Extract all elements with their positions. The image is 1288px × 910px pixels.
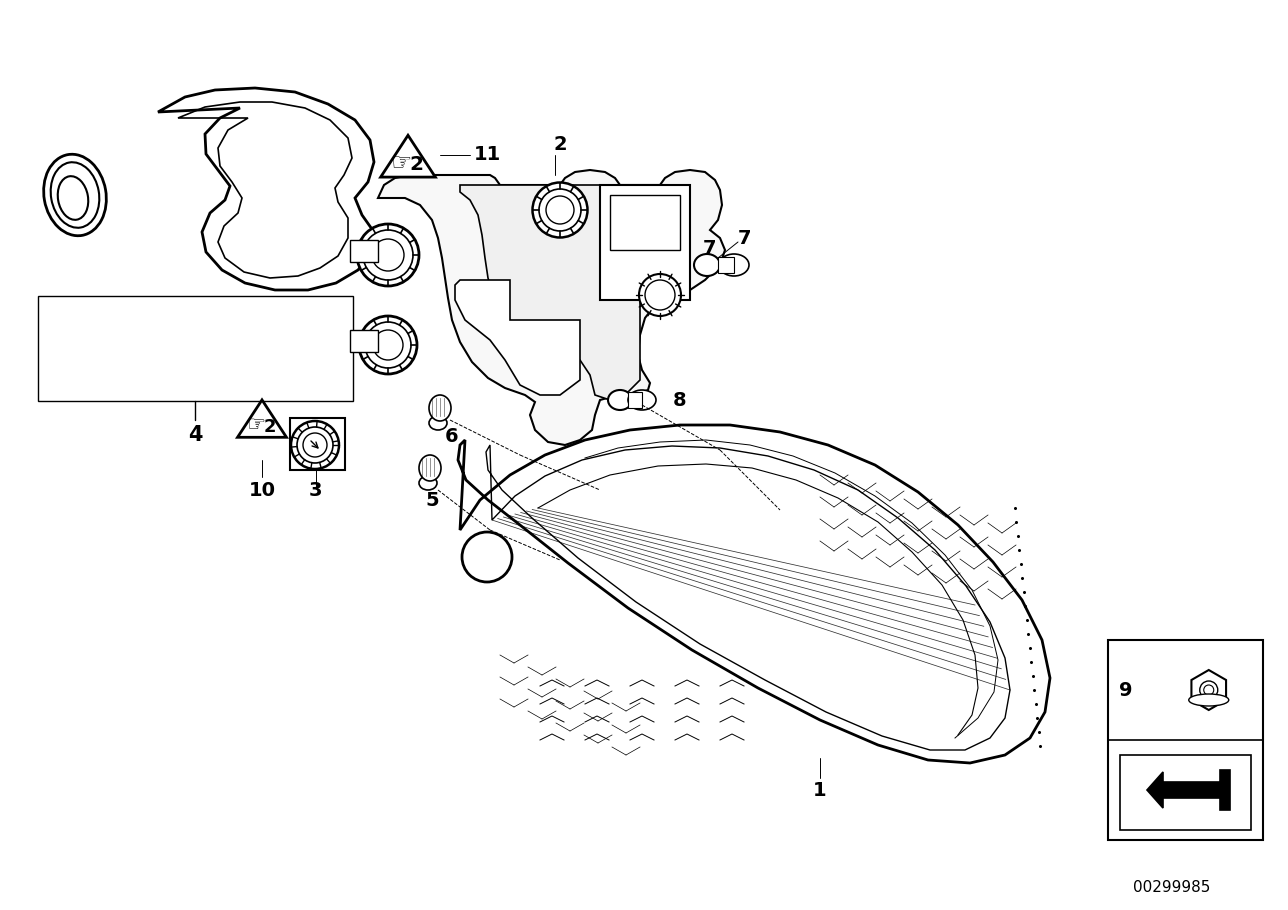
Text: 2: 2 (410, 156, 422, 175)
Text: 6: 6 (446, 428, 459, 447)
Bar (350, 240, 377, 262)
Bar (717, 257, 734, 273)
Ellipse shape (357, 224, 419, 286)
Bar (629, 392, 641, 408)
Ellipse shape (429, 395, 451, 421)
Text: 3: 3 (308, 480, 322, 500)
Text: 8: 8 (674, 390, 687, 410)
Ellipse shape (694, 254, 720, 276)
Ellipse shape (429, 416, 447, 430)
Text: 00299985: 00299985 (1133, 881, 1211, 895)
Text: 11: 11 (474, 146, 501, 165)
Polygon shape (381, 136, 435, 177)
Text: 2: 2 (553, 136, 567, 155)
Ellipse shape (419, 476, 437, 490)
Circle shape (462, 532, 513, 582)
Ellipse shape (419, 455, 440, 481)
Bar (350, 330, 377, 352)
Bar (39, 296, 353, 401)
Text: 9: 9 (1119, 681, 1132, 700)
Text: 7: 7 (703, 238, 716, 258)
Text: 10: 10 (249, 480, 276, 500)
Text: 5: 5 (425, 490, 439, 510)
Text: 2: 2 (264, 418, 276, 436)
Ellipse shape (719, 254, 750, 276)
Bar (1121, 755, 1251, 830)
Bar (611, 195, 680, 250)
Ellipse shape (1189, 694, 1229, 706)
Text: 1: 1 (813, 781, 827, 800)
Ellipse shape (291, 421, 339, 469)
Polygon shape (460, 185, 640, 400)
Text: ☞: ☞ (246, 415, 265, 435)
Text: 7: 7 (738, 228, 752, 248)
Polygon shape (237, 399, 286, 438)
Bar (290, 418, 345, 470)
Polygon shape (1148, 770, 1230, 810)
Text: ☞: ☞ (392, 151, 412, 175)
Ellipse shape (608, 390, 632, 410)
Polygon shape (459, 425, 1050, 763)
Ellipse shape (359, 316, 417, 374)
Polygon shape (455, 280, 580, 395)
Bar (1108, 640, 1264, 840)
Ellipse shape (532, 183, 587, 238)
Ellipse shape (639, 274, 681, 316)
Text: 9: 9 (480, 548, 493, 567)
Text: 4: 4 (188, 425, 202, 445)
Polygon shape (377, 170, 725, 445)
Bar (600, 185, 690, 300)
Ellipse shape (629, 390, 656, 410)
